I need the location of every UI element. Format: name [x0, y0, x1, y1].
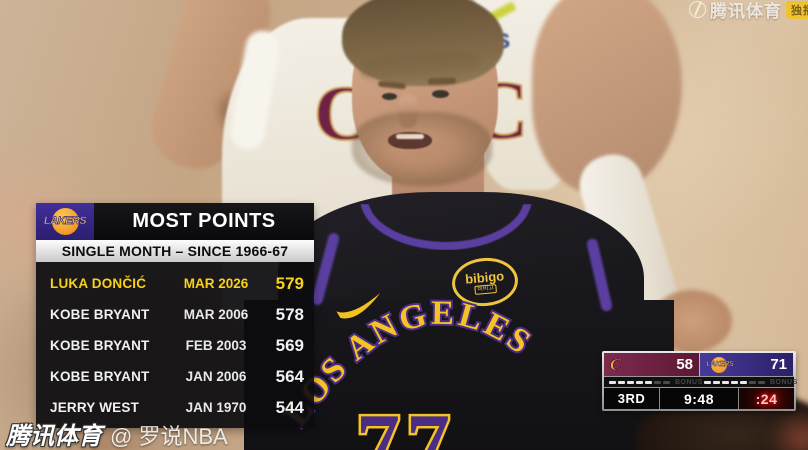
away-score: 58	[676, 356, 693, 373]
stat-value: 579	[275, 273, 304, 293]
hand-blur	[52, 424, 162, 450]
clock-row: 3RD 9:48 :24	[604, 388, 794, 409]
stats-rows: LUKA DONČIĆ MAR 2026 579 KOBE BRYANT MAR…	[36, 262, 314, 428]
stat-player: JERRY WEST	[50, 400, 140, 415]
player-teeth	[396, 134, 424, 139]
svg-text:77: 77	[356, 397, 456, 450]
stat-date: JAN 2006	[185, 369, 247, 384]
lakers-logo: LAKERS	[36, 203, 94, 240]
stat-value: 544	[275, 397, 304, 417]
nike-swoosh-icon	[336, 293, 381, 319]
stat-player: KOBE BRYANT	[50, 338, 150, 353]
stats-subtitle: SINGLE MONTH – SINCE 1966-67	[61, 243, 289, 259]
broadcaster-watermark: 腾讯体育 独播	[689, 0, 808, 22]
channel-handle: @ 罗说NBA	[110, 424, 228, 449]
stat-row: LUKA DONČIĆ MAR 2026 579	[36, 268, 314, 299]
timeout-dashes	[609, 380, 670, 384]
stat-player: KOBE BRYANT	[50, 307, 150, 322]
player-head	[342, 0, 508, 190]
stat-player: KOBE BRYANT	[50, 369, 150, 384]
shot-clock: :24	[739, 388, 794, 409]
stat-value: 569	[275, 335, 304, 355]
basketball-icon	[689, 1, 706, 18]
score-row: C 58 LAKERS 71	[604, 353, 794, 376]
broadcaster-name: 腾讯体育	[710, 2, 782, 21]
stats-panel: LAKERS MOST POINTS SINGLE MONTH – SINCE …	[36, 203, 314, 428]
stats-title: MOST POINTS	[132, 210, 276, 232]
home-team-cell: LAKERS 71	[699, 353, 793, 376]
timeouts-row: BONUS BONUS	[604, 376, 797, 388]
player-eye	[382, 93, 397, 100]
stat-date: MAR 2006	[183, 307, 249, 322]
corner-blur	[768, 408, 808, 450]
period-indicator: 3RD	[617, 391, 646, 406]
jersey-number: 77	[354, 395, 456, 450]
stat-row: JERRY WEST JAN 1970 544	[36, 392, 314, 423]
basketball-icon	[51, 208, 79, 235]
stat-row: KOBE BRYANT JAN 2006 564	[36, 361, 314, 392]
lakers-logo: LAKERS	[703, 356, 737, 374]
broadcast-badge: 独播	[786, 0, 808, 19]
player-beard	[352, 112, 492, 186]
stat-value: 578	[275, 304, 304, 324]
stat-date: MAR 2026	[183, 276, 249, 291]
broadcaster-name: 腾讯体育	[6, 423, 102, 450]
stat-player: LUKA DONČIĆ	[50, 276, 147, 291]
away-timeouts: BONUS	[604, 377, 702, 387]
stat-date: FEB 2003	[185, 338, 247, 353]
player-eyebrow	[427, 77, 457, 85]
away-team-cell: C 58	[604, 353, 699, 376]
lakers-wordmark: LAKERS	[706, 360, 734, 368]
stat-row: KOBE BRYANT MAR 2006 578	[36, 299, 314, 330]
game-clock: 9:48	[659, 388, 739, 409]
lakers-wordmark: LAKERS	[43, 215, 87, 228]
score-bug: C 58 LAKERS 71 BONUS BONUS 3RD	[602, 351, 797, 411]
stats-subtitle-bar: SINGLE MONTH – SINCE 1966-67	[36, 240, 314, 262]
basketball-icon	[711, 356, 727, 373]
stat-date: JAN 1970	[185, 400, 247, 415]
jersey-city-wordmark: LOS ANGELES	[276, 293, 539, 435]
channel-watermark: 腾讯体育 @ 罗说NBA	[6, 416, 228, 450]
player-nose	[398, 94, 418, 128]
home-bonus-label: BONUS	[770, 378, 798, 386]
home-score: 71	[770, 356, 787, 373]
cavaliers-logo: C	[610, 355, 622, 374]
stats-title-bar: MOST POINTS	[94, 203, 314, 240]
home-timeouts: BONUS	[699, 377, 797, 387]
away-bonus-label: BONUS	[675, 378, 703, 386]
stat-row: KOBE BRYANT FEB 2003 569	[36, 330, 314, 361]
player-eye	[432, 90, 449, 98]
timeout-dashes	[704, 380, 765, 384]
stats-panel-header: LAKERS MOST POINTS	[36, 203, 314, 240]
stat-value: 564	[275, 366, 304, 386]
